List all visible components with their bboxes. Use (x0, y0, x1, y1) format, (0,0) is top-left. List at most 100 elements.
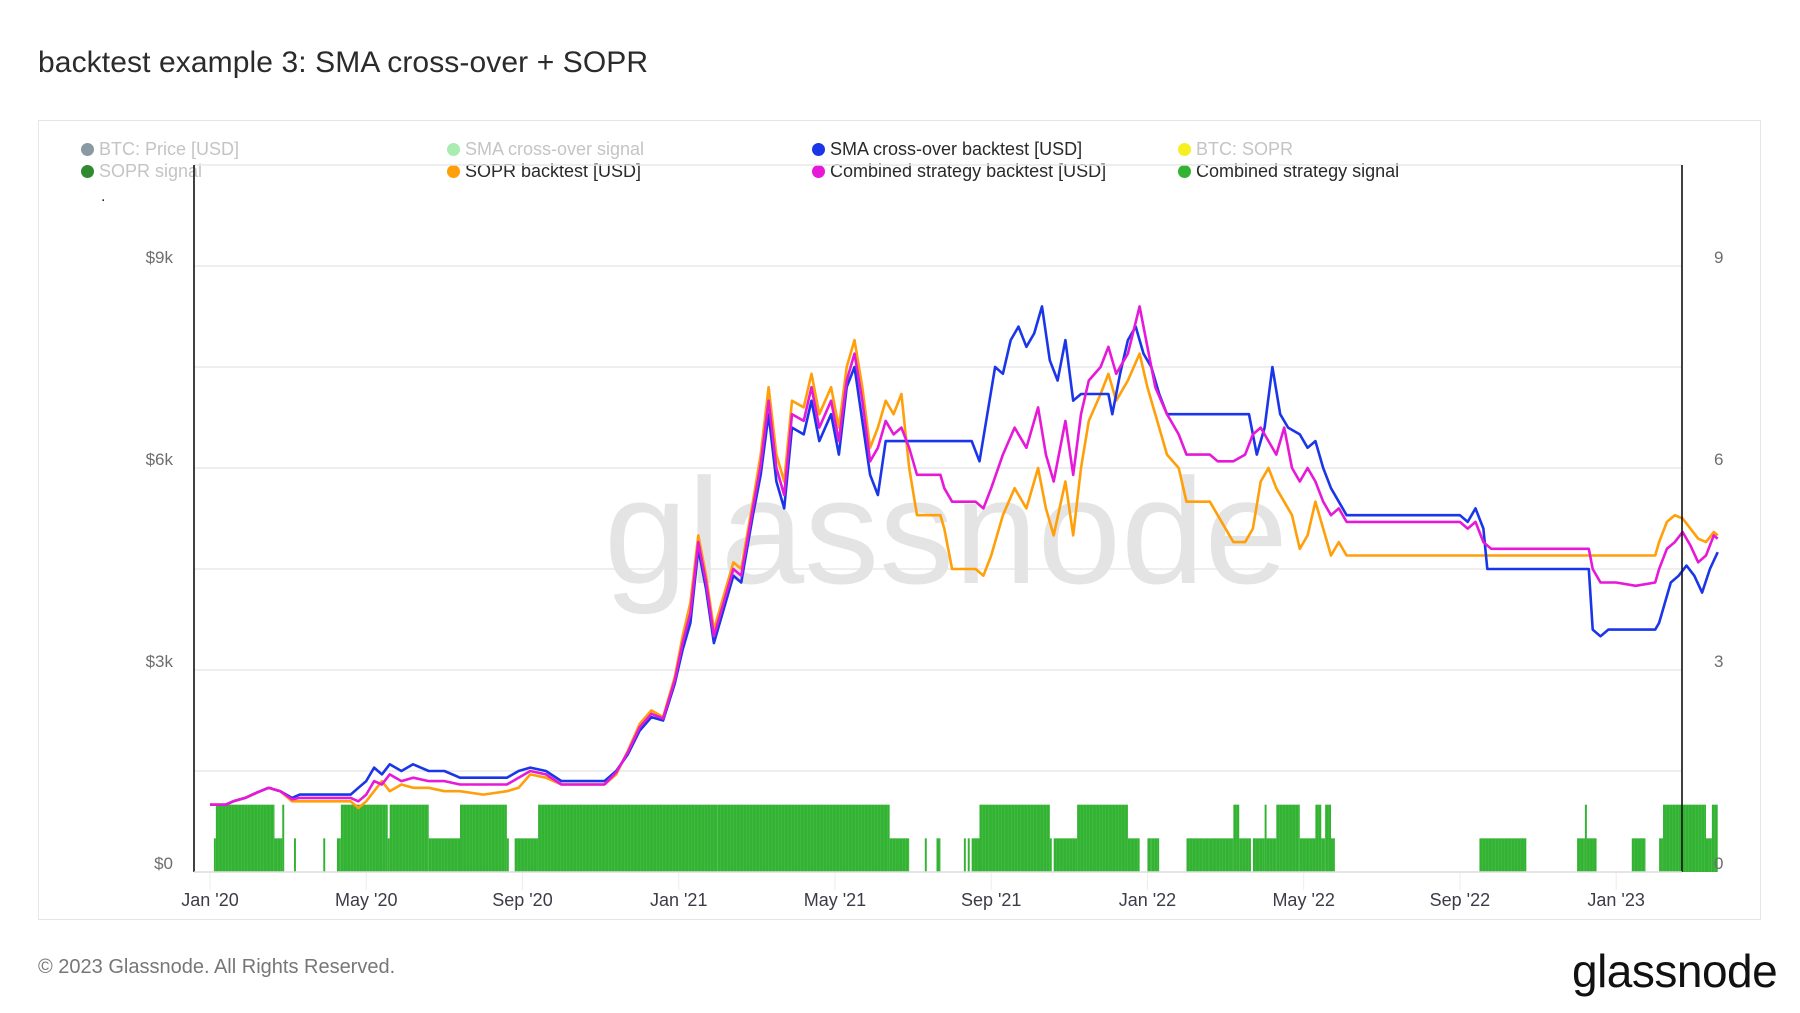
legend-item-btc-sopr[interactable]: BTC: SOPR (1178, 139, 1293, 159)
signal-bar (1331, 838, 1335, 872)
legend-label: SOPR backtest [USD] (465, 161, 642, 181)
signal-bar (1682, 804, 1706, 872)
legend-dot-icon (812, 142, 825, 156)
x-tick-label: Jan '22 (1119, 890, 1176, 910)
signal-bar (1264, 804, 1267, 872)
signal-bar (1248, 838, 1251, 872)
series-line-combined-strategy-backtest-usd- (210, 305, 1719, 807)
y-axis-left-labels: $0 $3k $6k $9k (146, 248, 174, 873)
y2-tick-label: 3 (1714, 652, 1723, 671)
signal-bar (1663, 804, 1683, 872)
legend-label: BTC: Price [USD] (99, 139, 240, 159)
combined-signal-bars (213, 804, 1718, 872)
legend-dot-icon (447, 142, 460, 156)
y2-tick-label: 9 (1714, 248, 1723, 267)
copyright-footer: © 2023 Glassnode. All Rights Reserved. (38, 956, 396, 978)
glassnode-logo[interactable]: glassnode (1572, 945, 1778, 997)
signal-bar (213, 838, 216, 872)
series-line-sma-cross-over-backtest-usd- (210, 305, 1719, 807)
signal-bar (1299, 838, 1316, 872)
axes (193, 165, 1683, 873)
signal-bar (1151, 838, 1160, 872)
signal-bar (1586, 838, 1597, 872)
x-axis-labels: Jan '20 May '20 Sep '20 Jan '21 May '21 Sep '… (181, 890, 1645, 910)
signal-bar (1479, 838, 1527, 872)
series-line-sopr-backtest-usd- (210, 338, 1719, 810)
y2-tick-label: 0 (1714, 854, 1723, 873)
y2-tick-label: 6 (1714, 450, 1723, 469)
legend-dot-icon (812, 164, 825, 178)
signal-bar (538, 804, 718, 872)
legend-label: Combined strategy backtest [USD] (830, 161, 1107, 181)
signal-bar (1631, 838, 1646, 872)
signal-bar (1127, 838, 1140, 872)
chart-legend: BTC: Price [USD] SMA cross-over signal S… (0, 0, 1800, 200)
chart-card (38, 120, 1761, 920)
signal-bar (1584, 804, 1587, 872)
x-tick-label: Sep '22 (1430, 890, 1491, 910)
signal-bar (924, 838, 927, 872)
signal-bar (889, 838, 910, 872)
signal-bar (274, 838, 283, 872)
signal-bar (282, 804, 285, 872)
legend-item-combined-signal[interactable]: Combined strategy signal (1178, 161, 1399, 181)
signal-bar (717, 804, 890, 872)
legend-dot-icon (81, 142, 94, 156)
y-tick-label: $9k (146, 248, 174, 267)
x-tick-label: May '22 (1272, 890, 1334, 910)
legend-dot-icon (1178, 142, 1191, 156)
legend-item-combined-backtest[interactable]: Combined strategy backtest [USD] (812, 161, 1106, 181)
signal-bar (215, 804, 275, 872)
signal-bar (1147, 838, 1152, 872)
signal-bar (293, 838, 296, 872)
legend-dot-icon (447, 164, 460, 178)
x-tick-label: Jan '23 (1587, 890, 1644, 910)
x-tick-label: May '20 (335, 890, 397, 910)
signal-bar (340, 804, 388, 872)
page-title: backtest example 3: SMA cross-over + SOP… (38, 46, 649, 79)
signal-bar (1209, 838, 1234, 872)
legend-item-sopr-signal[interactable]: SOPR signal (81, 161, 202, 181)
legend-item-sma-signal[interactable]: SMA cross-over signal (447, 139, 644, 159)
signal-bar (1239, 838, 1249, 872)
legend-dot-icon (81, 164, 94, 178)
legend-label: Combined strategy signal (1196, 161, 1400, 181)
signal-bar (1321, 838, 1326, 872)
signal-bar (971, 838, 980, 872)
signal-bar (336, 838, 341, 872)
x-tick-label: Jan '21 (650, 890, 707, 910)
stray-dot: . (101, 188, 105, 205)
legend-item-sma-backtest[interactable]: SMA cross-over backtest [USD] (812, 139, 1082, 159)
legend-label: BTC: SOPR (1196, 139, 1294, 159)
x-tick-label: Sep '21 (961, 890, 1022, 910)
legend-label: SMA cross-over backtest [USD] (830, 139, 1083, 159)
signal-bar (1202, 838, 1210, 872)
legend-item-btc-price[interactable]: BTC: Price [USD] (81, 139, 239, 159)
signal-bar (459, 804, 507, 872)
legend-dot-icon (1178, 164, 1191, 178)
signal-bar (1252, 838, 1265, 872)
signal-bar (1186, 838, 1203, 872)
signal-bar (514, 838, 539, 872)
signal-bar (1266, 838, 1277, 872)
x-tick-label: May '21 (804, 890, 866, 910)
legend-item-sopr-backtest[interactable]: SOPR backtest [USD] (447, 161, 641, 181)
y-tick-label: $0 (154, 854, 173, 873)
signal-bar (963, 838, 966, 872)
x-tick-label: Sep '20 (492, 890, 553, 910)
y-tick-label: $6k (146, 450, 174, 469)
signal-bar (323, 838, 326, 872)
series-lines (210, 305, 1719, 810)
signal-bar (1276, 804, 1300, 872)
signal-bar (967, 838, 970, 872)
signal-bar (1053, 838, 1078, 872)
signal-bar (936, 838, 941, 872)
y-tick-label: $3k (146, 652, 174, 671)
signal-bar (506, 838, 509, 872)
signal-bar (1577, 838, 1585, 872)
signal-bar (1659, 838, 1664, 872)
signal-bar (1049, 838, 1052, 872)
signal-bar (387, 838, 390, 872)
legend-label: SMA cross-over signal (465, 139, 645, 159)
